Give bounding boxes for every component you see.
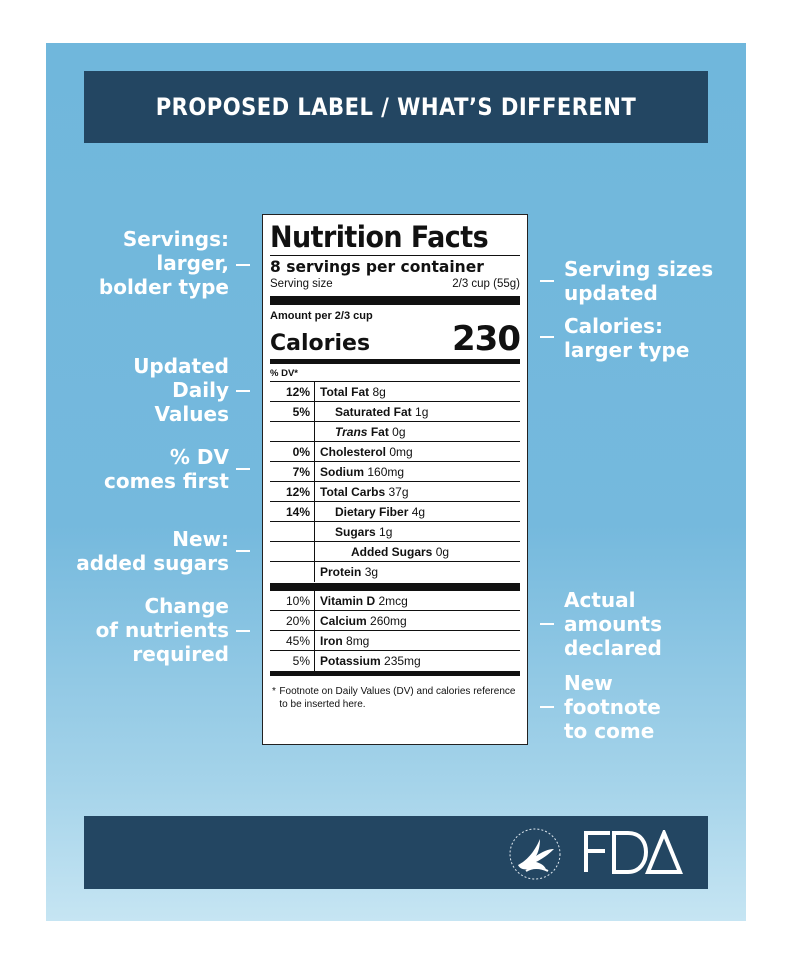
divider bbox=[270, 255, 520, 256]
divider-thick bbox=[270, 296, 520, 305]
annotation-nutrients-change: Change of nutrients required bbox=[95, 594, 229, 666]
nutrient-rows: 12% Total Fat 8g 5% Saturated Fat 1g Tra… bbox=[270, 382, 520, 582]
annotation-dash bbox=[236, 390, 250, 392]
annotation-actual-amounts: Actual amounts declared bbox=[564, 588, 663, 660]
divider-thick bbox=[270, 583, 520, 591]
annotation-dash bbox=[540, 336, 554, 338]
annotation-dv-first: % DV comes first bbox=[103, 445, 229, 493]
annotation-calories: Calories: larger type bbox=[564, 314, 690, 362]
title-bar: PROPOSED LABEL / WHAT’S DIFFERENT bbox=[84, 71, 708, 143]
vitamin-rows: 10% Vitamin D 2mcg 20% Calcium 260mg 45%… bbox=[270, 591, 520, 671]
nutrient-row-dietary-fiber: 14% Dietary Fiber 4g bbox=[270, 502, 520, 522]
hhs-eagle-seal-icon bbox=[509, 828, 561, 880]
dv-header: % DV* bbox=[270, 367, 520, 382]
annotation-servings: Servings: larger, bolder type bbox=[98, 227, 229, 299]
servings-per-container: 8 servings per container bbox=[270, 257, 484, 276]
label-title: Nutrition Facts bbox=[270, 220, 489, 254]
annotation-new-footnote: New footnote to come bbox=[564, 671, 661, 743]
footnote: * Footnote on Daily Values (DV) and calo… bbox=[270, 685, 520, 711]
nutrient-row-trans-fat: Trans Fat 0g bbox=[270, 422, 520, 442]
vitamin-row-vitamin-d: 10% Vitamin D 2mcg bbox=[270, 591, 520, 611]
footnote-text: Footnote on Daily Values (DV) and calori… bbox=[279, 686, 516, 710]
calories-label: Calories bbox=[270, 331, 371, 356]
fda-logo bbox=[584, 830, 683, 874]
nutrient-row-total-carbs: 12% Total Carbs 37g bbox=[270, 482, 520, 502]
footer-bar bbox=[84, 816, 708, 889]
vitamin-row-potassium: 5% Potassium 235mg bbox=[270, 651, 520, 671]
annotation-dash bbox=[236, 630, 250, 632]
serving-size-row: Serving size 2/3 cup (55g) bbox=[270, 277, 520, 291]
vitamin-row-calcium: 20% Calcium 260mg bbox=[270, 611, 520, 631]
serving-size-label: Serving size bbox=[270, 278, 333, 290]
divider-medium bbox=[270, 359, 520, 364]
page-title: PROPOSED LABEL / WHAT’S DIFFERENT bbox=[155, 93, 637, 121]
annotation-daily-values: Updated Daily Values bbox=[133, 354, 229, 426]
vitamin-row-iron: 45% Iron 8mg bbox=[270, 631, 520, 651]
annotation-dash bbox=[540, 706, 554, 708]
nutrient-row-cholesterol: 0% Cholesterol 0mg bbox=[270, 442, 520, 462]
annotation-dash bbox=[236, 468, 250, 470]
annotation-dash bbox=[540, 280, 554, 282]
nutrient-row-total-fat: 12% Total Fat 8g bbox=[270, 382, 520, 402]
annotation-dash bbox=[236, 550, 250, 552]
amount-per: Amount per 2/3 cup bbox=[270, 310, 373, 322]
annotation-dash bbox=[236, 264, 250, 266]
nutrient-row-saturated-fat: 5% Saturated Fat 1g bbox=[270, 402, 520, 422]
nutrient-row-added-sugars: Added Sugars 0g bbox=[270, 542, 520, 562]
divider-medium bbox=[270, 671, 520, 676]
serving-size-value: 2/3 cup (55g) bbox=[452, 278, 520, 290]
nutrient-row-sugars: Sugars 1g bbox=[270, 522, 520, 542]
poster: PROPOSED LABEL / WHAT’S DIFFERENT Servin… bbox=[46, 43, 746, 921]
calories-row: Calories 230 bbox=[270, 319, 521, 359]
nutrient-row-protein: Protein 3g bbox=[270, 562, 520, 582]
nutrition-facts-label: Nutrition Facts 8 servings per container… bbox=[262, 214, 528, 745]
nutrient-row-sodium: 7% Sodium 160mg bbox=[270, 462, 520, 482]
annotation-added-sugars: New: added sugars bbox=[76, 527, 229, 575]
annotation-dash bbox=[540, 623, 554, 625]
calories-value: 230 bbox=[452, 319, 521, 359]
annotation-serving-sizes: Serving sizes updated bbox=[564, 257, 714, 305]
